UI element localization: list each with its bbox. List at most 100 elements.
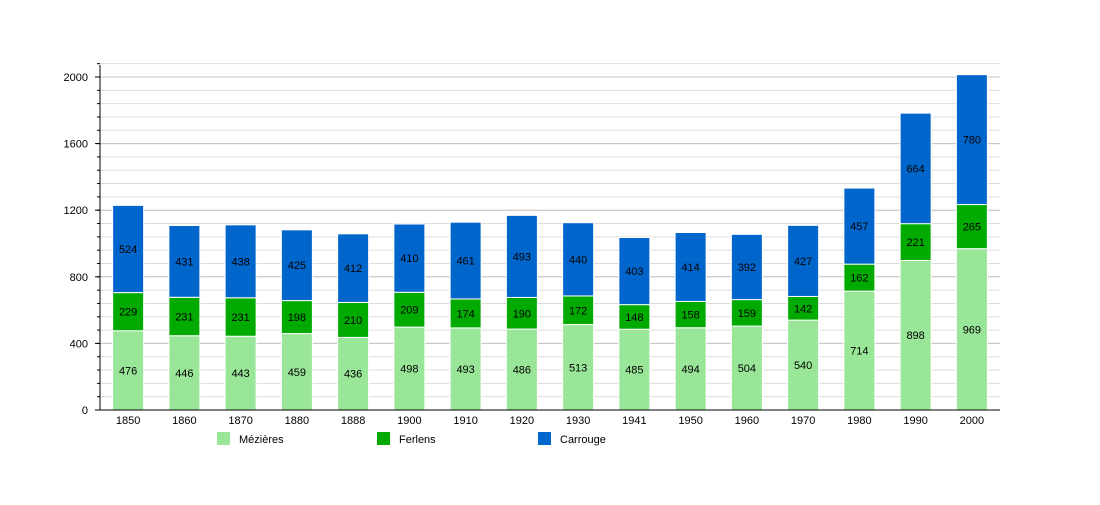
data-label: 231	[175, 312, 193, 324]
bar-segment-carrouge	[112, 204, 145, 294]
bar-segment-ferlens	[112, 292, 145, 332]
legend-label: Carrouge	[560, 434, 606, 446]
x-tick-label: 1910	[453, 415, 477, 427]
data-label: 427	[794, 256, 812, 268]
y-tick-label: 1200	[64, 205, 88, 217]
bar-segment-carrouge	[168, 225, 201, 298]
legend-label: Ferlens	[399, 434, 436, 446]
bar-segment-mézières	[224, 335, 257, 411]
data-label: 664	[906, 163, 924, 175]
x-tick-label: 1888	[341, 415, 365, 427]
x-tick-label: 1930	[566, 415, 590, 427]
legend-swatch	[377, 432, 390, 445]
data-label: 159	[738, 308, 756, 320]
data-label: 403	[625, 266, 643, 278]
bar-segment-mézières	[562, 324, 595, 411]
data-label: 493	[456, 364, 474, 376]
bar-segment-mézières	[393, 326, 426, 411]
x-tick-label: 1960	[735, 415, 759, 427]
data-label: 162	[850, 273, 868, 285]
y-tick-label: 800	[70, 272, 88, 284]
data-label: 158	[681, 310, 699, 322]
bar-segment-mézières	[505, 328, 538, 411]
data-label: 461	[456, 256, 474, 268]
data-label: 780	[963, 135, 981, 147]
data-label: 476	[119, 365, 137, 377]
data-label: 443	[231, 368, 249, 380]
data-label: 229	[119, 307, 137, 319]
data-label: 425	[288, 260, 306, 272]
data-label: 446	[175, 368, 193, 380]
bar-segment-carrouge	[337, 233, 370, 303]
data-label: 414	[681, 262, 699, 274]
bar-segment-carrouge	[393, 223, 426, 293]
x-tick-label: 1870	[228, 415, 252, 427]
bar-segment-carrouge	[449, 221, 482, 300]
data-label: 459	[288, 367, 306, 379]
bar-segment-mézières	[337, 336, 370, 411]
bar-segment-ferlens	[393, 291, 426, 328]
data-label: 174	[456, 308, 474, 320]
data-label: 410	[400, 253, 418, 265]
data-label: 493	[513, 251, 531, 263]
legend-swatch	[538, 432, 551, 445]
bar-segment-mézières	[730, 325, 763, 411]
legend-label: Mézières	[239, 434, 284, 446]
data-label: 436	[344, 369, 362, 381]
bar-segment-ferlens	[337, 301, 370, 338]
data-label: 412	[344, 263, 362, 275]
x-tick-label: 1850	[116, 415, 140, 427]
bar-segment-ferlens	[562, 295, 595, 326]
bar-segment-ferlens	[449, 298, 482, 329]
data-label: 431	[175, 256, 193, 268]
bar-segment-carrouge	[505, 214, 538, 298]
data-label: 172	[569, 305, 587, 317]
data-label: 392	[738, 262, 756, 274]
x-tick-label: 1860	[172, 415, 196, 427]
bar-segment-mézières	[787, 319, 820, 411]
bar-segment-carrouge	[224, 224, 257, 299]
bar-segment-mézières	[168, 335, 201, 411]
bar-segment-mézières	[843, 290, 876, 411]
data-label: 969	[963, 324, 981, 336]
data-label: 440	[569, 254, 587, 266]
data-label: 210	[344, 315, 362, 327]
data-label: 486	[513, 365, 531, 377]
data-label: 142	[794, 303, 812, 315]
data-label: 494	[681, 364, 699, 376]
x-tick-label: 1970	[791, 415, 815, 427]
data-label: 714	[850, 346, 868, 358]
data-label: 540	[794, 360, 812, 372]
x-tick-label: 1950	[678, 415, 702, 427]
data-label: 265	[963, 222, 981, 234]
data-label: 524	[119, 244, 137, 256]
bar-segment-ferlens	[955, 204, 988, 250]
x-tick-label: 1880	[285, 415, 309, 427]
bar-segment-carrouge	[562, 222, 595, 297]
y-tick-label: 1600	[64, 139, 88, 151]
bar-segment-carrouge	[618, 237, 651, 306]
data-label: 221	[906, 237, 924, 249]
bar-segment-mézières	[899, 259, 932, 411]
legend-swatch	[217, 432, 230, 445]
bar-segment-ferlens	[280, 300, 313, 335]
data-label: 198	[288, 312, 306, 324]
x-tick-label: 1900	[397, 415, 421, 427]
bar-segment-carrouge	[955, 74, 988, 206]
x-tick-label: 2000	[960, 415, 984, 427]
y-tick-label: 0	[82, 405, 88, 417]
bar-segment-ferlens	[730, 299, 763, 327]
bar-segment-carrouge	[280, 229, 313, 302]
bar-segment-carrouge	[674, 232, 707, 302]
bar-segment-carrouge	[730, 233, 763, 301]
data-label: 190	[513, 308, 531, 320]
x-tick-label: 1920	[510, 415, 534, 427]
data-label: 438	[231, 256, 249, 268]
data-label: 148	[625, 312, 643, 324]
data-label: 504	[738, 363, 756, 375]
bar-segment-mézières	[955, 248, 988, 411]
data-label: 513	[569, 362, 587, 374]
x-tick-label: 1990	[903, 415, 927, 427]
